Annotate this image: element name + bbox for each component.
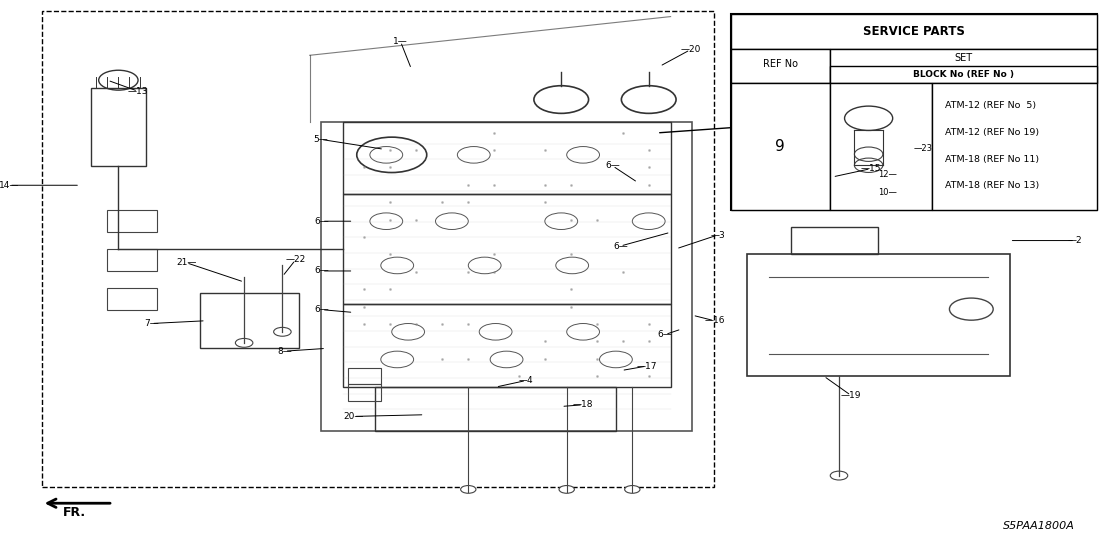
- Bar: [830, 66, 1097, 82]
- Text: BLOCK No (REF No ): BLOCK No (REF No ): [913, 70, 1014, 79]
- Text: —19: —19: [841, 391, 861, 400]
- Text: —17: —17: [636, 362, 657, 371]
- Bar: [731, 49, 830, 82]
- Text: —4: —4: [519, 376, 534, 385]
- Text: —20: —20: [680, 45, 700, 54]
- Bar: [830, 49, 1097, 82]
- Bar: [731, 82, 830, 210]
- Text: SET: SET: [954, 53, 973, 62]
- Text: 20—: 20—: [343, 412, 363, 421]
- Text: —23: —23: [914, 144, 933, 153]
- Text: 6—: 6—: [658, 330, 673, 339]
- Text: ATM-12 (REF No  5): ATM-12 (REF No 5): [945, 101, 1036, 110]
- Text: —22: —22: [286, 255, 306, 264]
- Text: 10—: 10—: [879, 188, 897, 197]
- Circle shape: [830, 471, 848, 480]
- Text: 8—: 8—: [277, 347, 291, 356]
- Text: REF No: REF No: [762, 59, 798, 69]
- Bar: [731, 14, 1097, 49]
- Text: 12—: 12—: [879, 170, 897, 179]
- Text: —13: —13: [127, 87, 148, 96]
- Bar: [731, 14, 1097, 210]
- Text: 21—: 21—: [176, 258, 196, 267]
- Text: 6—: 6—: [605, 161, 620, 170]
- Text: —3: —3: [710, 231, 725, 239]
- Text: 6—: 6—: [315, 305, 329, 314]
- Circle shape: [625, 486, 640, 493]
- Bar: [830, 82, 932, 210]
- Text: —16: —16: [704, 316, 725, 325]
- Text: 14—: 14—: [0, 181, 19, 190]
- Text: SERVICE PARTS: SERVICE PARTS: [863, 25, 965, 38]
- Text: —18: —18: [573, 400, 594, 409]
- Text: ATM-18 (REF No 13): ATM-18 (REF No 13): [945, 181, 1039, 190]
- Bar: [42, 11, 715, 487]
- Text: 7—: 7—: [144, 319, 158, 328]
- Text: 6—: 6—: [315, 267, 329, 275]
- Circle shape: [461, 486, 476, 493]
- Text: —15: —15: [861, 164, 881, 173]
- Text: 6—: 6—: [315, 217, 329, 226]
- Text: 1—: 1—: [393, 37, 408, 46]
- Circle shape: [235, 338, 253, 347]
- Text: ATM-12 (REF No 19): ATM-12 (REF No 19): [945, 128, 1039, 137]
- Text: 6—: 6—: [613, 242, 627, 251]
- Text: FR.: FR.: [63, 506, 86, 519]
- Bar: [932, 82, 1097, 210]
- Circle shape: [274, 327, 291, 336]
- Text: —2: —2: [1068, 236, 1083, 245]
- Circle shape: [560, 486, 574, 493]
- Text: 9: 9: [776, 139, 786, 154]
- Text: ATM-18 (REF No 11): ATM-18 (REF No 11): [945, 155, 1039, 164]
- Text: S5PAA1800A: S5PAA1800A: [1004, 521, 1075, 531]
- Text: 5—: 5—: [314, 135, 328, 144]
